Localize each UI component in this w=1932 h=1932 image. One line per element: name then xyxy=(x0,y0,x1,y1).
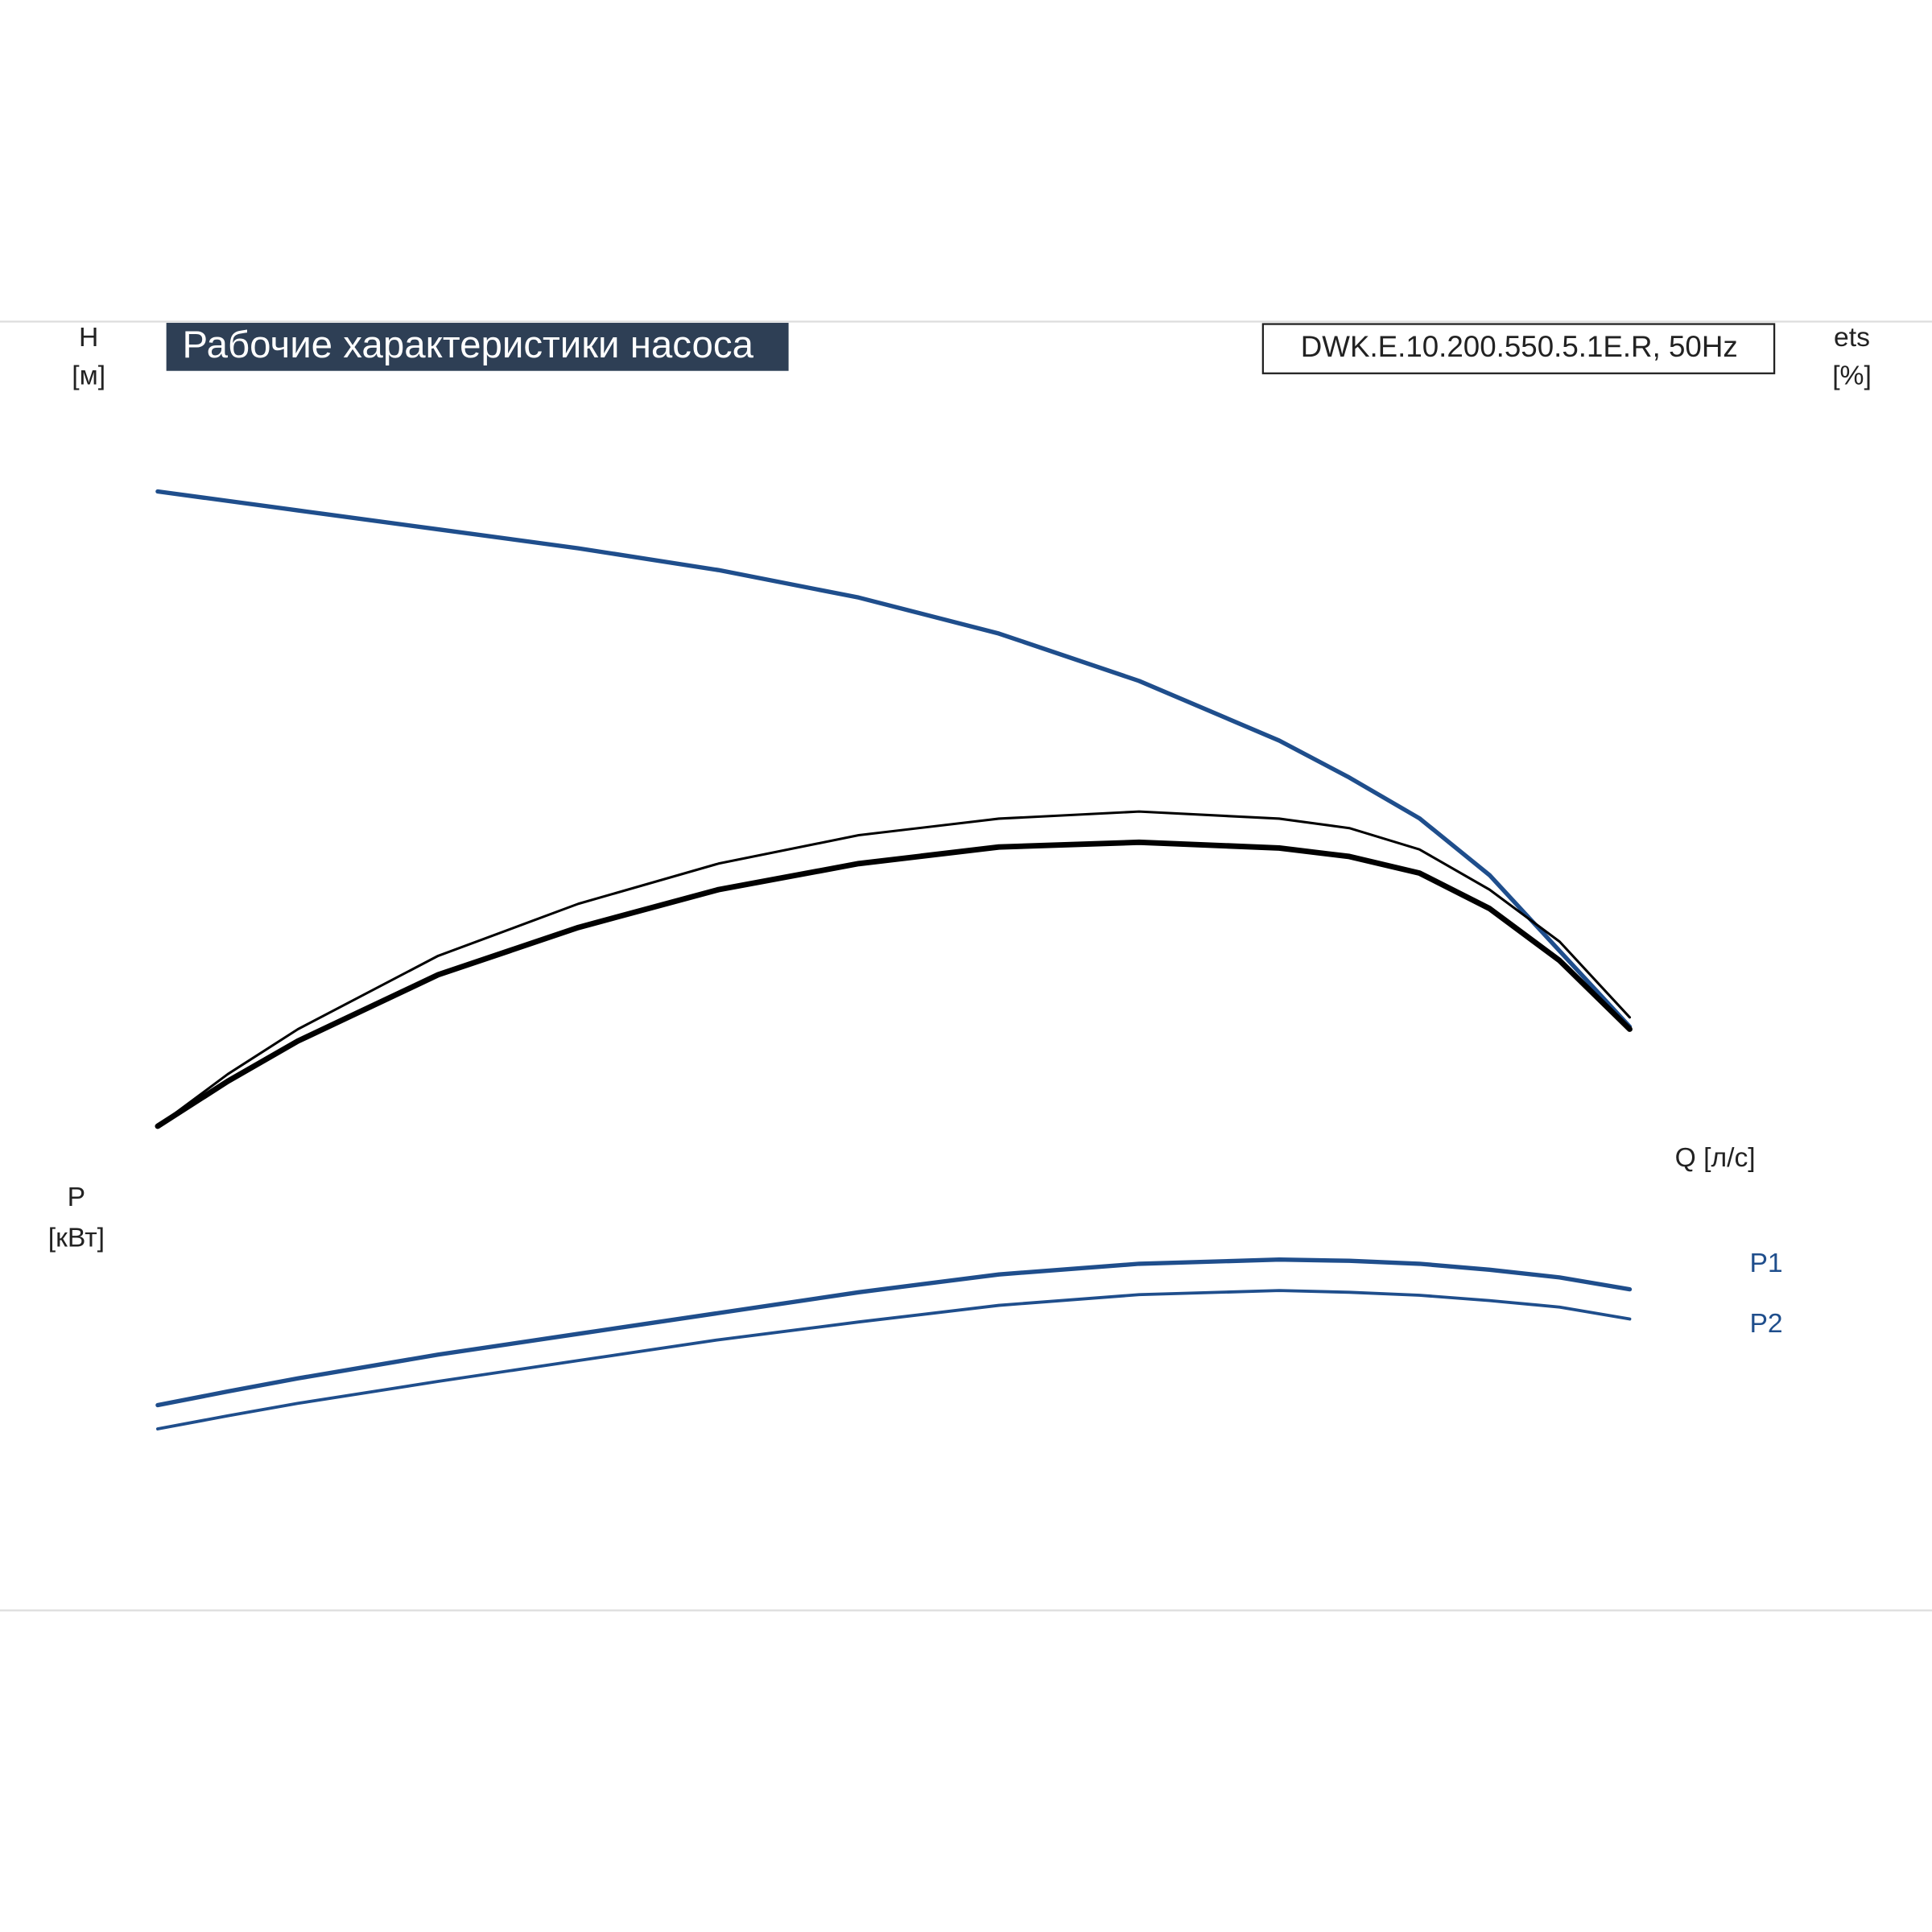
model-label: DWK.E.10.200.550.5.1E.R, 50Hz xyxy=(1301,330,1738,363)
y2-label: [%] xyxy=(1832,361,1872,390)
y2-label: ets xyxy=(1834,323,1870,353)
series-line xyxy=(155,489,1633,1030)
chart-title: Рабочие характеристики насоса xyxy=(183,324,754,366)
y-label: P xyxy=(68,1183,85,1212)
series-label: P1 xyxy=(1749,1249,1782,1278)
y-label: [м] xyxy=(72,361,105,390)
title-box xyxy=(166,323,789,371)
model-box xyxy=(1261,323,1776,374)
series-line xyxy=(156,810,1632,1128)
series-line xyxy=(155,839,1633,1129)
x-label: Q [л/с] xyxy=(1675,1143,1756,1173)
series-line xyxy=(155,1257,1633,1408)
series-line xyxy=(156,1289,1632,1430)
y-label: [кВт] xyxy=(48,1224,105,1253)
y-label: H xyxy=(79,323,98,353)
text-layer: Рабочие характеристики насоса DWK.E.10.2… xyxy=(48,323,1872,1339)
lines-layer xyxy=(155,489,1633,1430)
series-label: P2 xyxy=(1749,1309,1782,1339)
